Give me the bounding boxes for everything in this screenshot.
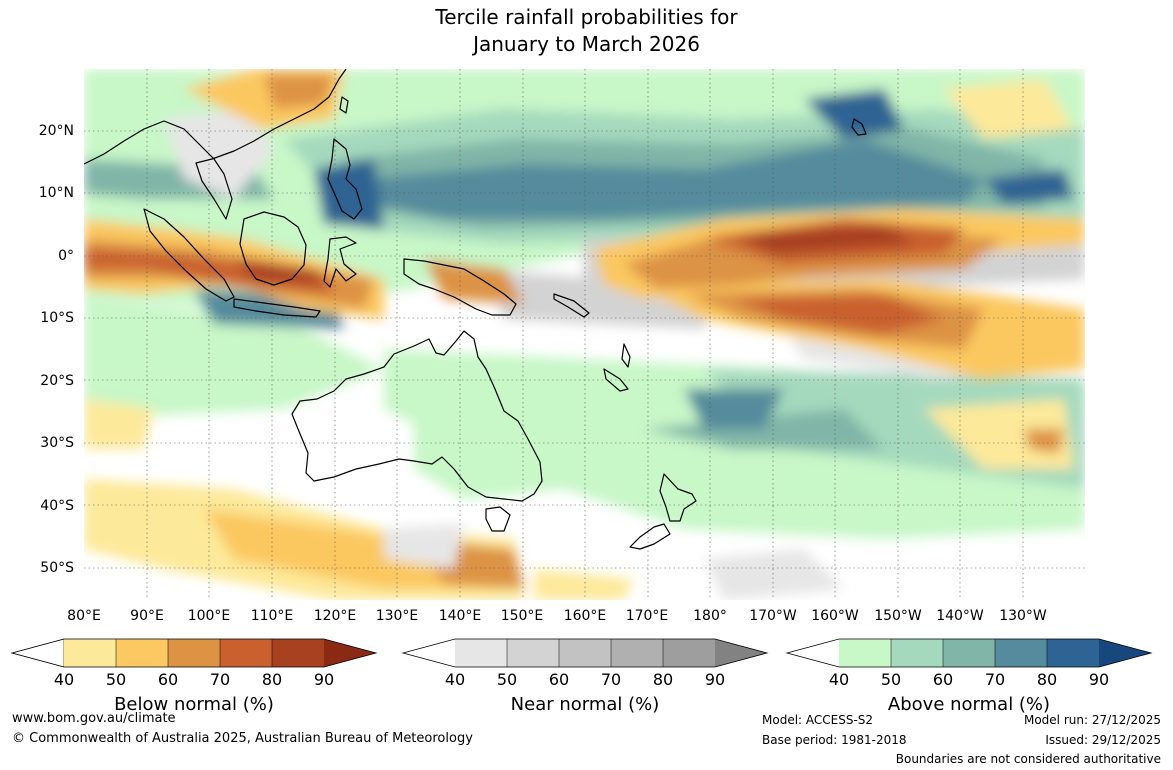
above-normal-colorbar [785,638,1153,668]
new-guinea-coastline [403,258,517,316]
sumatra-coastline [143,208,235,302]
lon-label-160w: 160°W [811,608,859,624]
taiwan-coastline [339,96,349,114]
near-tick-40: 40 [444,670,466,689]
near-bin-60-70 [559,639,611,667]
java-coastline [233,298,321,318]
title-line-2: January to March 2026 [473,32,700,56]
above-bin-60-70 [943,639,995,667]
model-run-text: Model run: 27/12/2025 [1023,713,1161,727]
australia-coastline [291,330,543,502]
below-bin-over-90 [324,639,376,667]
below-normal-caption: Below normal (%) [114,694,274,715]
above-tick-60: 60 [932,670,954,689]
lon-label-150w: 150°W [874,608,922,624]
lon-label-90e: 90°E [130,608,164,624]
lon-label-180: 180° [693,608,727,624]
lon-label-110e: 110°E [250,608,294,624]
above-tick-90: 90 [1088,670,1110,689]
near-bin-under-40 [403,639,455,667]
below-tick-80: 80 [261,670,283,689]
vanuatu-coastline [621,343,631,368]
probability-fields [84,69,1085,600]
near-tick-50: 50 [496,670,518,689]
lon-label-80e: 80°E [67,608,101,624]
boundaries-disclaimer: Boundaries are not considered authoritat… [895,752,1161,766]
below-bin-80-90 [272,639,324,667]
above-tick-70: 70 [984,670,1006,689]
map-title: Tercile rainfall probabilities for Janua… [0,4,1173,58]
lat-label-0: 0° [58,248,74,264]
below-bin-70-80 [220,639,272,667]
sulawesi-coastline [323,236,357,288]
above-tick-40: 40 [828,670,850,689]
lon-label-120e: 120°E [313,608,357,624]
lat-label-50s: 50°S [40,560,74,576]
lat-label-10s: 10°S [40,310,74,326]
above-bin-under-40 [787,639,839,667]
lat-label-20s: 20°S [40,373,74,389]
near-bin-over-90 [715,639,767,667]
below-bin-under-40 [10,638,65,668]
lon-label-130w: 130°W [999,608,1047,624]
new-zealand-south-coastline [629,523,671,550]
near-tick-70: 70 [600,670,622,689]
new-zealand-north-coastline [659,473,697,522]
bom-url-link[interactable]: www.bom.gov.au/climate [12,711,176,726]
below-tick-50: 50 [105,670,127,689]
lon-label-160e: 160°E [563,608,607,624]
above-bin-over-90 [1099,639,1151,667]
tasmania-coastline [485,506,511,532]
lat-label-30s: 30°S [40,435,74,451]
hawaii-coastline [851,118,867,136]
below-bin-40-50 [64,639,116,667]
lon-label-140w: 140°W [936,608,984,624]
above-normal-caption: Above normal (%) [887,694,1051,715]
philippines-coastline [327,138,363,220]
above-bin-80-90 [1047,639,1099,667]
above-bin-70-80 [995,639,1047,667]
near-bin-40-50 [455,639,507,667]
lon-label-170e: 170°E [625,608,669,624]
above-bin-50-60 [891,639,943,667]
below-tick-40: 40 [53,670,75,689]
coastlines [84,69,867,550]
near-normal-colorbar [401,638,769,668]
below-tick-70: 70 [209,670,231,689]
lat-label-40s: 40°S [40,498,74,514]
below-bin-60-70 [168,639,220,667]
lon-label-130e: 130°E [375,608,419,624]
near-bin-70-80 [611,639,663,667]
below-tick-90: 90 [313,670,335,689]
lon-label-150e: 150°E [500,608,544,624]
issued-text: Issued: 29/12/2025 [1045,733,1161,747]
lat-label-10n: 10°N [38,185,74,201]
near-tick-90: 90 [704,670,726,689]
near-tick-60: 60 [548,670,570,689]
base-period-text: Base period: 1981-2018 [762,733,907,747]
mainland-asia-coastline [84,69,347,220]
lat-label-20n: 20°N [38,123,74,139]
lon-label-100e: 100°E [187,608,231,624]
title-line-1: Tercile rainfall probabilities for [435,5,738,29]
above-bin-40-50 [839,639,891,667]
below-tick-60: 60 [157,670,179,689]
new-caledonia-coastline [603,368,629,392]
near-bin-50-60 [507,639,559,667]
lon-label-170w: 170°W [749,608,797,624]
near-bin-80-90 [663,639,715,667]
above-tick-80: 80 [1036,670,1058,689]
lon-label-140e: 140°E [438,608,482,624]
borneo-coastline [239,211,307,286]
graticule [84,69,1085,600]
below-normal-colorbar [10,638,378,668]
rainfall-probability-map [84,69,1085,600]
below-bin-50-60 [116,639,168,667]
solomon-islands-coastline [553,293,590,318]
near-normal-caption: Near normal (%) [510,694,660,715]
model-text: Model: ACCESS-S2 [762,713,874,727]
near-tick-80: 80 [652,670,674,689]
above-tick-50: 50 [880,670,902,689]
copyright-text: © Commonwealth of Australia 2025, Austra… [12,731,473,746]
